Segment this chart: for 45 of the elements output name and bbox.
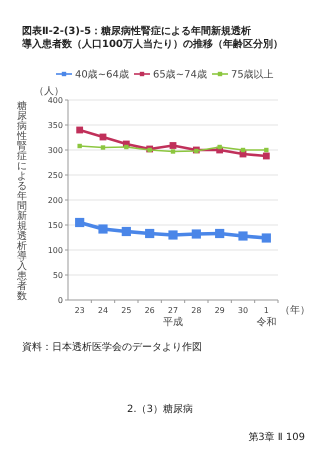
point bbox=[170, 142, 176, 149]
text: 糖尿病性腎症による年間新規透析導入患者数 bbox=[17, 101, 27, 302]
x-tick-label: 24 bbox=[98, 306, 108, 315]
y-tick-label: 150 bbox=[48, 220, 63, 230]
y-tick-label: 300 bbox=[48, 146, 63, 155]
point bbox=[122, 226, 131, 236]
point bbox=[75, 218, 84, 228]
point bbox=[262, 152, 270, 160]
x-tick-label: 23 bbox=[74, 306, 85, 315]
point bbox=[238, 231, 248, 241]
text: 資料：日本透析医学会のデータより作図 bbox=[22, 341, 202, 353]
y-tick-label: 0 bbox=[58, 296, 63, 305]
x-tick-label: 1 令和 bbox=[256, 306, 276, 328]
point bbox=[262, 233, 271, 243]
point bbox=[215, 228, 224, 238]
legend-label: 65歳~74歳 bbox=[153, 68, 207, 80]
chart-title: 図表Ⅱ-2-(3)-5：糖尿病性腎症による年間新規透析導入患者数（人口100万人当たり）の推移（年齢区分別） bbox=[21, 25, 283, 50]
point bbox=[217, 144, 222, 150]
point bbox=[76, 126, 84, 134]
x-tick-label: 29 bbox=[214, 306, 225, 315]
y-tick-label: 50 bbox=[52, 270, 63, 280]
y-tick-label: 350 bbox=[48, 120, 63, 130]
y-tick-label: 100 bbox=[48, 246, 63, 255]
point bbox=[98, 224, 108, 234]
text: （人） bbox=[34, 86, 64, 97]
point bbox=[77, 144, 82, 148]
text: 第3章 Ⅱ 109 bbox=[248, 431, 305, 443]
point bbox=[192, 229, 201, 239]
point bbox=[124, 144, 129, 150]
x-tick-label: 25 bbox=[121, 306, 132, 315]
point bbox=[145, 228, 154, 238]
x-tick-label: 28 bbox=[191, 306, 202, 315]
x-tick-label: 27 平成 bbox=[163, 306, 183, 328]
point bbox=[264, 148, 269, 152]
y-tick-label: 400 bbox=[48, 96, 63, 105]
y-tick-label: 200 bbox=[48, 196, 63, 205]
y-tick-label: 250 bbox=[48, 170, 63, 180]
legend-label: 75歳以上 bbox=[231, 68, 274, 80]
legend-label: 40歳~64歳 bbox=[75, 68, 129, 80]
x-tick-label: 30 bbox=[238, 306, 248, 315]
point bbox=[168, 230, 178, 240]
x-tick-label: 26 bbox=[144, 306, 155, 315]
point bbox=[100, 134, 106, 140]
text: （年） bbox=[280, 304, 310, 316]
text: 2.（3）糖尿病 bbox=[127, 403, 193, 415]
